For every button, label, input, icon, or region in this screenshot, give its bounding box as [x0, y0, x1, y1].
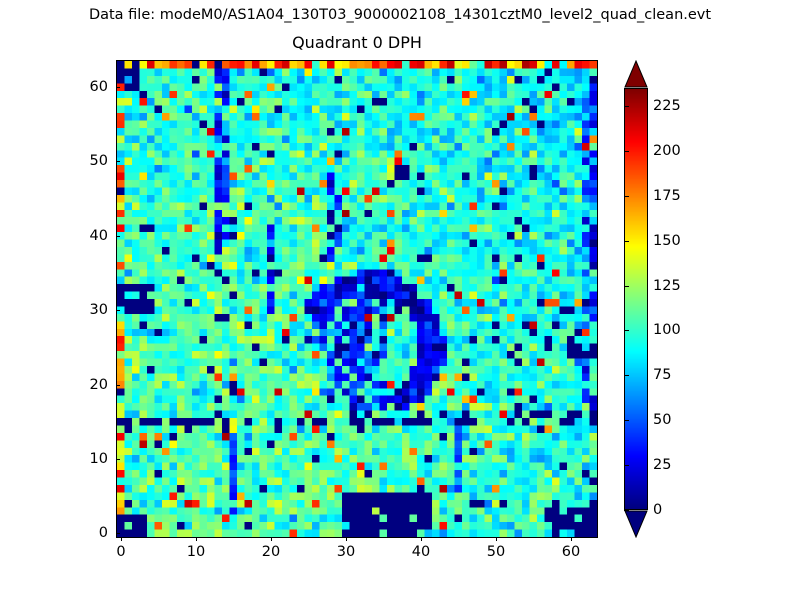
y-tick-mark — [116, 459, 120, 460]
colorbar-tick-label: 225 — [653, 98, 681, 114]
x-tick-mark — [121, 537, 122, 541]
colorbar-tick-label: 25 — [653, 457, 672, 473]
x-tick-mark — [196, 537, 197, 541]
y-tick-label: 40 — [89, 228, 108, 244]
y-tick-mark — [116, 87, 120, 88]
colorbar-extend-top-arrow-icon — [624, 60, 648, 88]
x-tick-mark — [421, 537, 422, 541]
colorbar-tick-label: 175 — [653, 188, 681, 204]
colorbar-tick-label: 200 — [653, 143, 681, 159]
colorbar[interactable] — [624, 60, 648, 538]
x-tick-mark — [571, 537, 572, 541]
y-tick-mark — [116, 310, 120, 311]
colorbar-tick-label: 75 — [653, 367, 672, 383]
colorbar-extend-bottom-arrow-icon — [624, 510, 648, 538]
x-tick-label: 0 — [116, 544, 126, 560]
heatmap-axes[interactable] — [116, 60, 598, 538]
colorbar-tick-mark — [624, 196, 629, 197]
y-tick-label: 30 — [89, 302, 108, 318]
colorbar-tick-label: 100 — [653, 322, 681, 338]
colorbar-tick-mark — [624, 510, 629, 511]
x-tick-label: 60 — [561, 544, 581, 560]
detector-plane-histogram-image[interactable] — [117, 61, 597, 537]
y-tick-mark — [116, 236, 120, 237]
x-tick-mark — [271, 537, 272, 541]
colorbar-tick-mark — [624, 375, 629, 376]
colorbar-gradient-image — [625, 89, 647, 509]
colorbar-tick-label: 125 — [653, 278, 681, 294]
y-tick-label: 20 — [89, 377, 108, 393]
x-tick-mark — [346, 537, 347, 541]
colorbar-tick-mark — [624, 330, 629, 331]
y-tick-label: 10 — [89, 451, 108, 467]
colorbar-tick-mark — [624, 151, 629, 152]
colorbar-tick-mark — [624, 420, 629, 421]
y-tick-label: 60 — [89, 79, 108, 95]
colorbar-tick-mark — [624, 465, 629, 466]
y-tick-label: 0 — [98, 525, 108, 541]
x-tick-label: 20 — [261, 544, 281, 560]
colorbar-tick-label: 150 — [653, 233, 681, 249]
y-tick-mark — [116, 161, 120, 162]
y-tick-mark — [116, 385, 120, 386]
colorbar-tick-mark — [624, 106, 629, 107]
x-tick-label: 10 — [186, 544, 206, 560]
x-tick-mark — [496, 537, 497, 541]
colorbar-tick-mark — [624, 241, 629, 242]
x-tick-label: 30 — [336, 544, 356, 560]
figure-suptitle: Data file: modeM0/AS1A04_130T03_90000021… — [88, 7, 712, 23]
colorbar-tick-mark — [624, 286, 629, 287]
colorbar-tick-label: 0 — [653, 502, 663, 518]
colorbar-gradient-body — [624, 88, 648, 510]
x-tick-label: 50 — [486, 544, 506, 560]
x-tick-label: 40 — [411, 544, 431, 560]
axes-title: Quadrant 0 DPH — [292, 33, 422, 52]
y-tick-label: 50 — [89, 153, 108, 169]
y-tick-mark — [116, 533, 120, 534]
colorbar-tick-label: 50 — [653, 412, 672, 428]
